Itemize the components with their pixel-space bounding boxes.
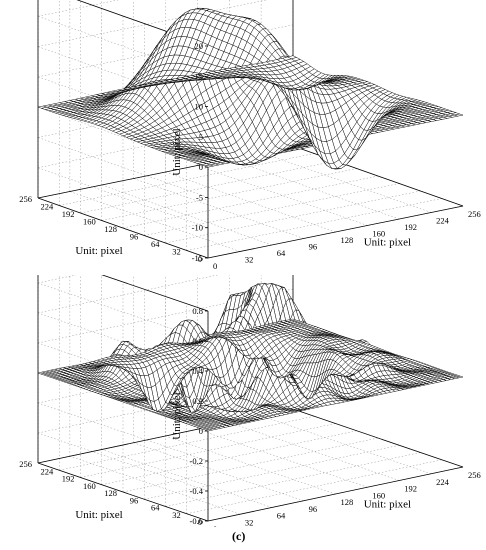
gridline (144, 445, 400, 500)
z-tick-label: 0 (199, 162, 203, 172)
z-tick-label: -15 (192, 253, 203, 263)
y-tick-label: 0 (198, 254, 202, 264)
z-tick-label: 20 (195, 41, 204, 51)
axis-line (101, 275, 209, 312)
gridline (59, 416, 315, 471)
gridline (229, 158, 400, 220)
x-tick-label: 64 (277, 248, 286, 258)
gridline (133, 178, 304, 239)
z-tick-label: -5 (196, 192, 203, 202)
gridline (186, 459, 442, 514)
x-tick-label: 128 (341, 235, 354, 245)
surface-mesh (37, 7, 464, 170)
y-tick-label: 32 (172, 247, 181, 257)
gridline (37, 0, 120, 17)
x-tick-label: 256 (468, 209, 481, 219)
y-tick-label: 256 (19, 194, 32, 204)
x-tick-label: 224 (436, 216, 450, 226)
surface-mesh (37, 282, 464, 432)
gridline (197, 429, 368, 488)
axis-line (207, 205, 464, 259)
x-tick-label: 96 (309, 242, 318, 252)
y-tick-label: 160 (83, 217, 96, 227)
gridline (133, 442, 304, 501)
axis-line (207, 466, 464, 522)
y-tick-label: 192 (62, 209, 75, 219)
gridline (101, 168, 357, 221)
gridline (186, 198, 442, 251)
gridline (229, 422, 400, 481)
gridline (122, 437, 379, 493)
y-axis-label: Unit: pixel (75, 245, 122, 257)
z-tick-label: 5 (199, 132, 203, 142)
gridline (101, 430, 357, 485)
x-tick-label: 192 (404, 222, 417, 232)
y-tick-label: 64 (151, 239, 160, 249)
x-tick-label: 0 (213, 261, 217, 271)
gridline (122, 175, 379, 229)
z-tick-label: 10 (195, 102, 204, 112)
x-tick-label: 160 (372, 229, 385, 239)
x-tick-label: 32 (245, 255, 254, 265)
top-surface-plot: -15 -10 -5 0 5 10 15 20 0 32 64 96 128 160 192 224 256 0 3… (19, 0, 481, 271)
gridline (59, 153, 315, 206)
axis-line (37, 462, 209, 522)
x-axis-label: Unit: pixel (364, 237, 411, 249)
z-tick-label: -10 (192, 223, 203, 233)
gridline (144, 183, 400, 236)
gridline (37, 275, 219, 314)
y-tick-label: 224 (41, 202, 55, 212)
axis-line (37, 197, 209, 259)
bottom-surface-plot: -0.6-0.4-0.200.20.40.60.8032649612816019… (19, 275, 481, 527)
y-tick-label: 128 (104, 224, 117, 234)
axis-line (292, 408, 464, 468)
z-tick-label: 15 (195, 71, 204, 81)
surface-cell (37, 105, 48, 109)
z-axis-label: Unit: pixel (171, 128, 183, 175)
gridline (197, 165, 368, 226)
y-tick-label: 96 (130, 232, 139, 242)
